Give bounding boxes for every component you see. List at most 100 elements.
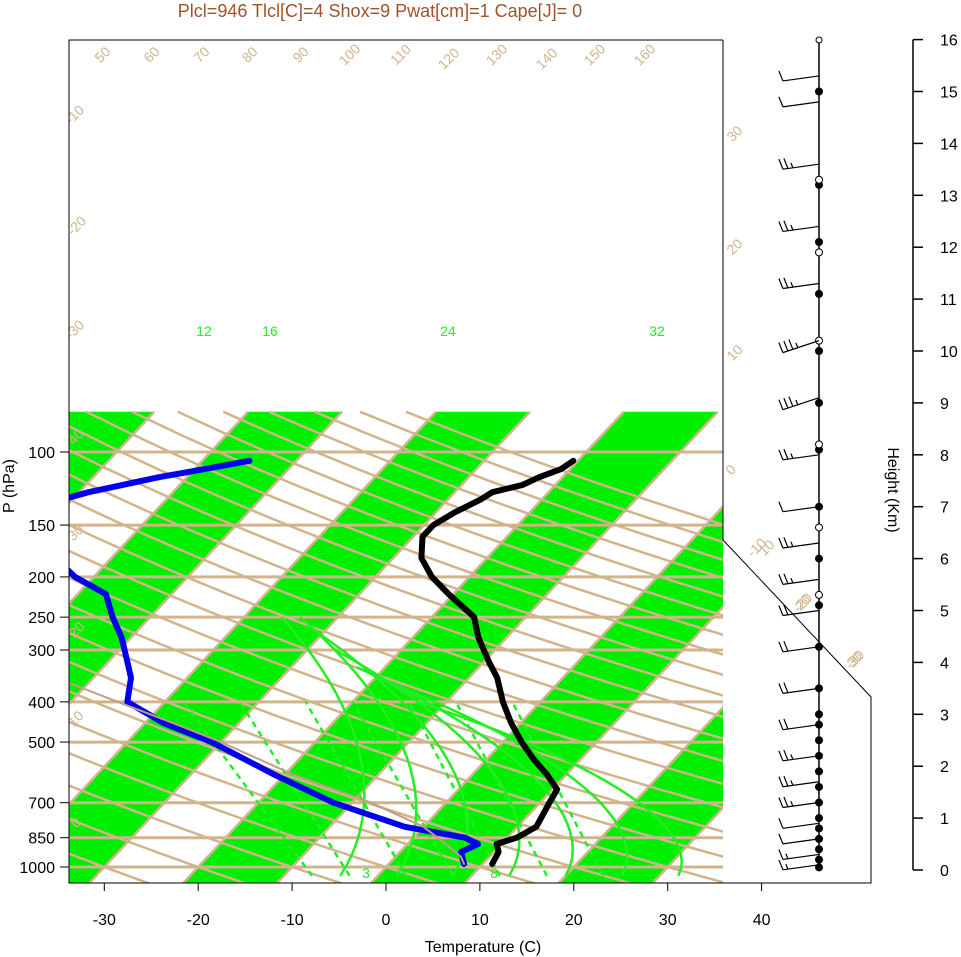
isotherm-label: -30 — [62, 317, 88, 343]
x-tick-label: 20 — [565, 912, 583, 929]
wind-barb-flag — [778, 776, 784, 787]
wind-barb-shaft — [782, 578, 820, 585]
isotherm-label: 60 — [140, 43, 162, 65]
mixing-ratio-label: 24 — [440, 323, 456, 339]
wind-barb-flag — [778, 96, 784, 108]
isotherm-line — [87, 410, 531, 883]
wind-barb-flag — [778, 449, 784, 461]
height-tick-label: 10 — [940, 344, 958, 361]
isotherm-label: 0 — [722, 461, 739, 478]
wind-barb-flag — [783, 277, 789, 289]
mixing-ratio-label: 32 — [649, 323, 665, 339]
wind-barb-half — [790, 541, 794, 547]
wind-barb-flag — [783, 604, 789, 616]
y-tick-label: 250 — [28, 610, 55, 627]
wind-barb-flag — [778, 818, 784, 829]
moist-adiabat-line — [280, 616, 366, 877]
x-axis-ticks: -30 -20 -10 0 10 20 30 40 — [93, 883, 771, 929]
wind-barb-flag — [778, 719, 784, 730]
wind-barb-flag — [783, 340, 789, 352]
dry-adiabat-line — [69, 660, 723, 883]
wind-barb-flag — [778, 342, 784, 353]
wind-barb-half — [795, 399, 799, 406]
wind-point — [815, 824, 823, 833]
height-tick-label: 1 — [940, 811, 949, 828]
mixing-ratio-label: 12 — [196, 323, 212, 339]
wind-barb-flag — [783, 718, 789, 730]
wind-barb-shaft — [782, 801, 820, 809]
wind-barb-flag — [788, 339, 794, 350]
wind-point — [815, 782, 823, 791]
wind-barb-shaft — [782, 755, 820, 762]
wind-barb-flag — [778, 501, 784, 512]
dry-adiabat-line — [69, 631, 723, 858]
height-tick-label: 7 — [940, 500, 949, 517]
x-tick-label: 40 — [753, 912, 771, 929]
dry-adiabat-line — [69, 424, 723, 677]
wind-barb-shaft — [782, 163, 820, 170]
wind-point-open — [815, 248, 823, 257]
wind-barb-half — [790, 754, 794, 760]
height-tick-label: 4 — [940, 655, 949, 672]
isotherm-label: 90 — [289, 43, 311, 65]
height-tick-label: 13 — [940, 188, 958, 205]
x-tick-label: -30 — [93, 912, 116, 929]
dry-adiabat-line — [69, 498, 723, 740]
isotherm-label: -20 — [64, 213, 90, 239]
isotherm-label: 160 — [631, 40, 659, 68]
isotherm-label: 10 — [64, 707, 86, 729]
wind-barb-flag — [783, 640, 789, 652]
height-tick-label: 2 — [940, 759, 949, 776]
wind-barb-flag — [778, 641, 784, 653]
wind-barb-half — [785, 863, 789, 870]
dry-adiabat-line — [85, 410, 723, 656]
wind-barb-flag — [783, 537, 789, 548]
wind-barb-shaft — [782, 864, 820, 871]
x-tick-label: 30 — [659, 912, 677, 929]
isotherm-label: 130 — [483, 40, 511, 68]
dry-adiabat-line — [69, 720, 538, 883]
wind-barb-flag — [778, 221, 784, 232]
series-lines — [69, 457, 577, 867]
height-axis-label: Height (Km) — [884, 447, 901, 532]
wind-point-open — [815, 440, 823, 449]
wind-barb-flag — [778, 683, 784, 694]
wind-barb-shaft — [782, 225, 820, 233]
mixing-ratio-line — [304, 701, 408, 877]
isotherm-label: 30 — [723, 122, 745, 144]
wind-barb-flag — [783, 220, 789, 232]
wind-point — [815, 767, 823, 776]
wind-barb-shaft — [782, 542, 820, 549]
y-tick-label: 300 — [28, 643, 55, 660]
wind-point-open — [815, 523, 823, 532]
wind-barb-flag — [778, 833, 784, 845]
y-tick-label: 500 — [28, 735, 55, 752]
wind-barb-shaft — [782, 340, 820, 354]
wind-barb-flag — [778, 797, 784, 808]
wind-barb-half — [790, 780, 794, 786]
mixing-ratio-label: 16 — [262, 323, 278, 339]
wind-barb-shaft — [782, 506, 820, 513]
mixing-ratio-line — [238, 701, 351, 877]
wind-point — [815, 855, 823, 864]
wind-barb-flag — [783, 682, 789, 693]
wind-point — [815, 710, 823, 719]
wind-barb-shaft — [782, 687, 820, 694]
isotherm-label: 80 — [238, 43, 260, 65]
wind-profile — [778, 36, 823, 872]
wind-barb-shaft — [782, 724, 820, 731]
y-tick-label: 850 — [28, 831, 55, 848]
x-tick-label: 10 — [471, 912, 489, 929]
wind-barb-shaft — [782, 781, 820, 788]
wind-point — [815, 845, 823, 854]
mixing-ratio-label: 8 — [490, 865, 498, 881]
y-tick-label: 100 — [28, 445, 55, 462]
dry-adiabat-line — [69, 751, 442, 883]
wind-barb-shaft — [782, 101, 820, 108]
moist-adiabat-line — [417, 700, 684, 877]
dry-adiabat-line — [69, 576, 723, 809]
wind-point — [815, 87, 823, 96]
x-axis-label: Temperature (C) — [425, 939, 541, 956]
wind-point — [815, 814, 823, 823]
